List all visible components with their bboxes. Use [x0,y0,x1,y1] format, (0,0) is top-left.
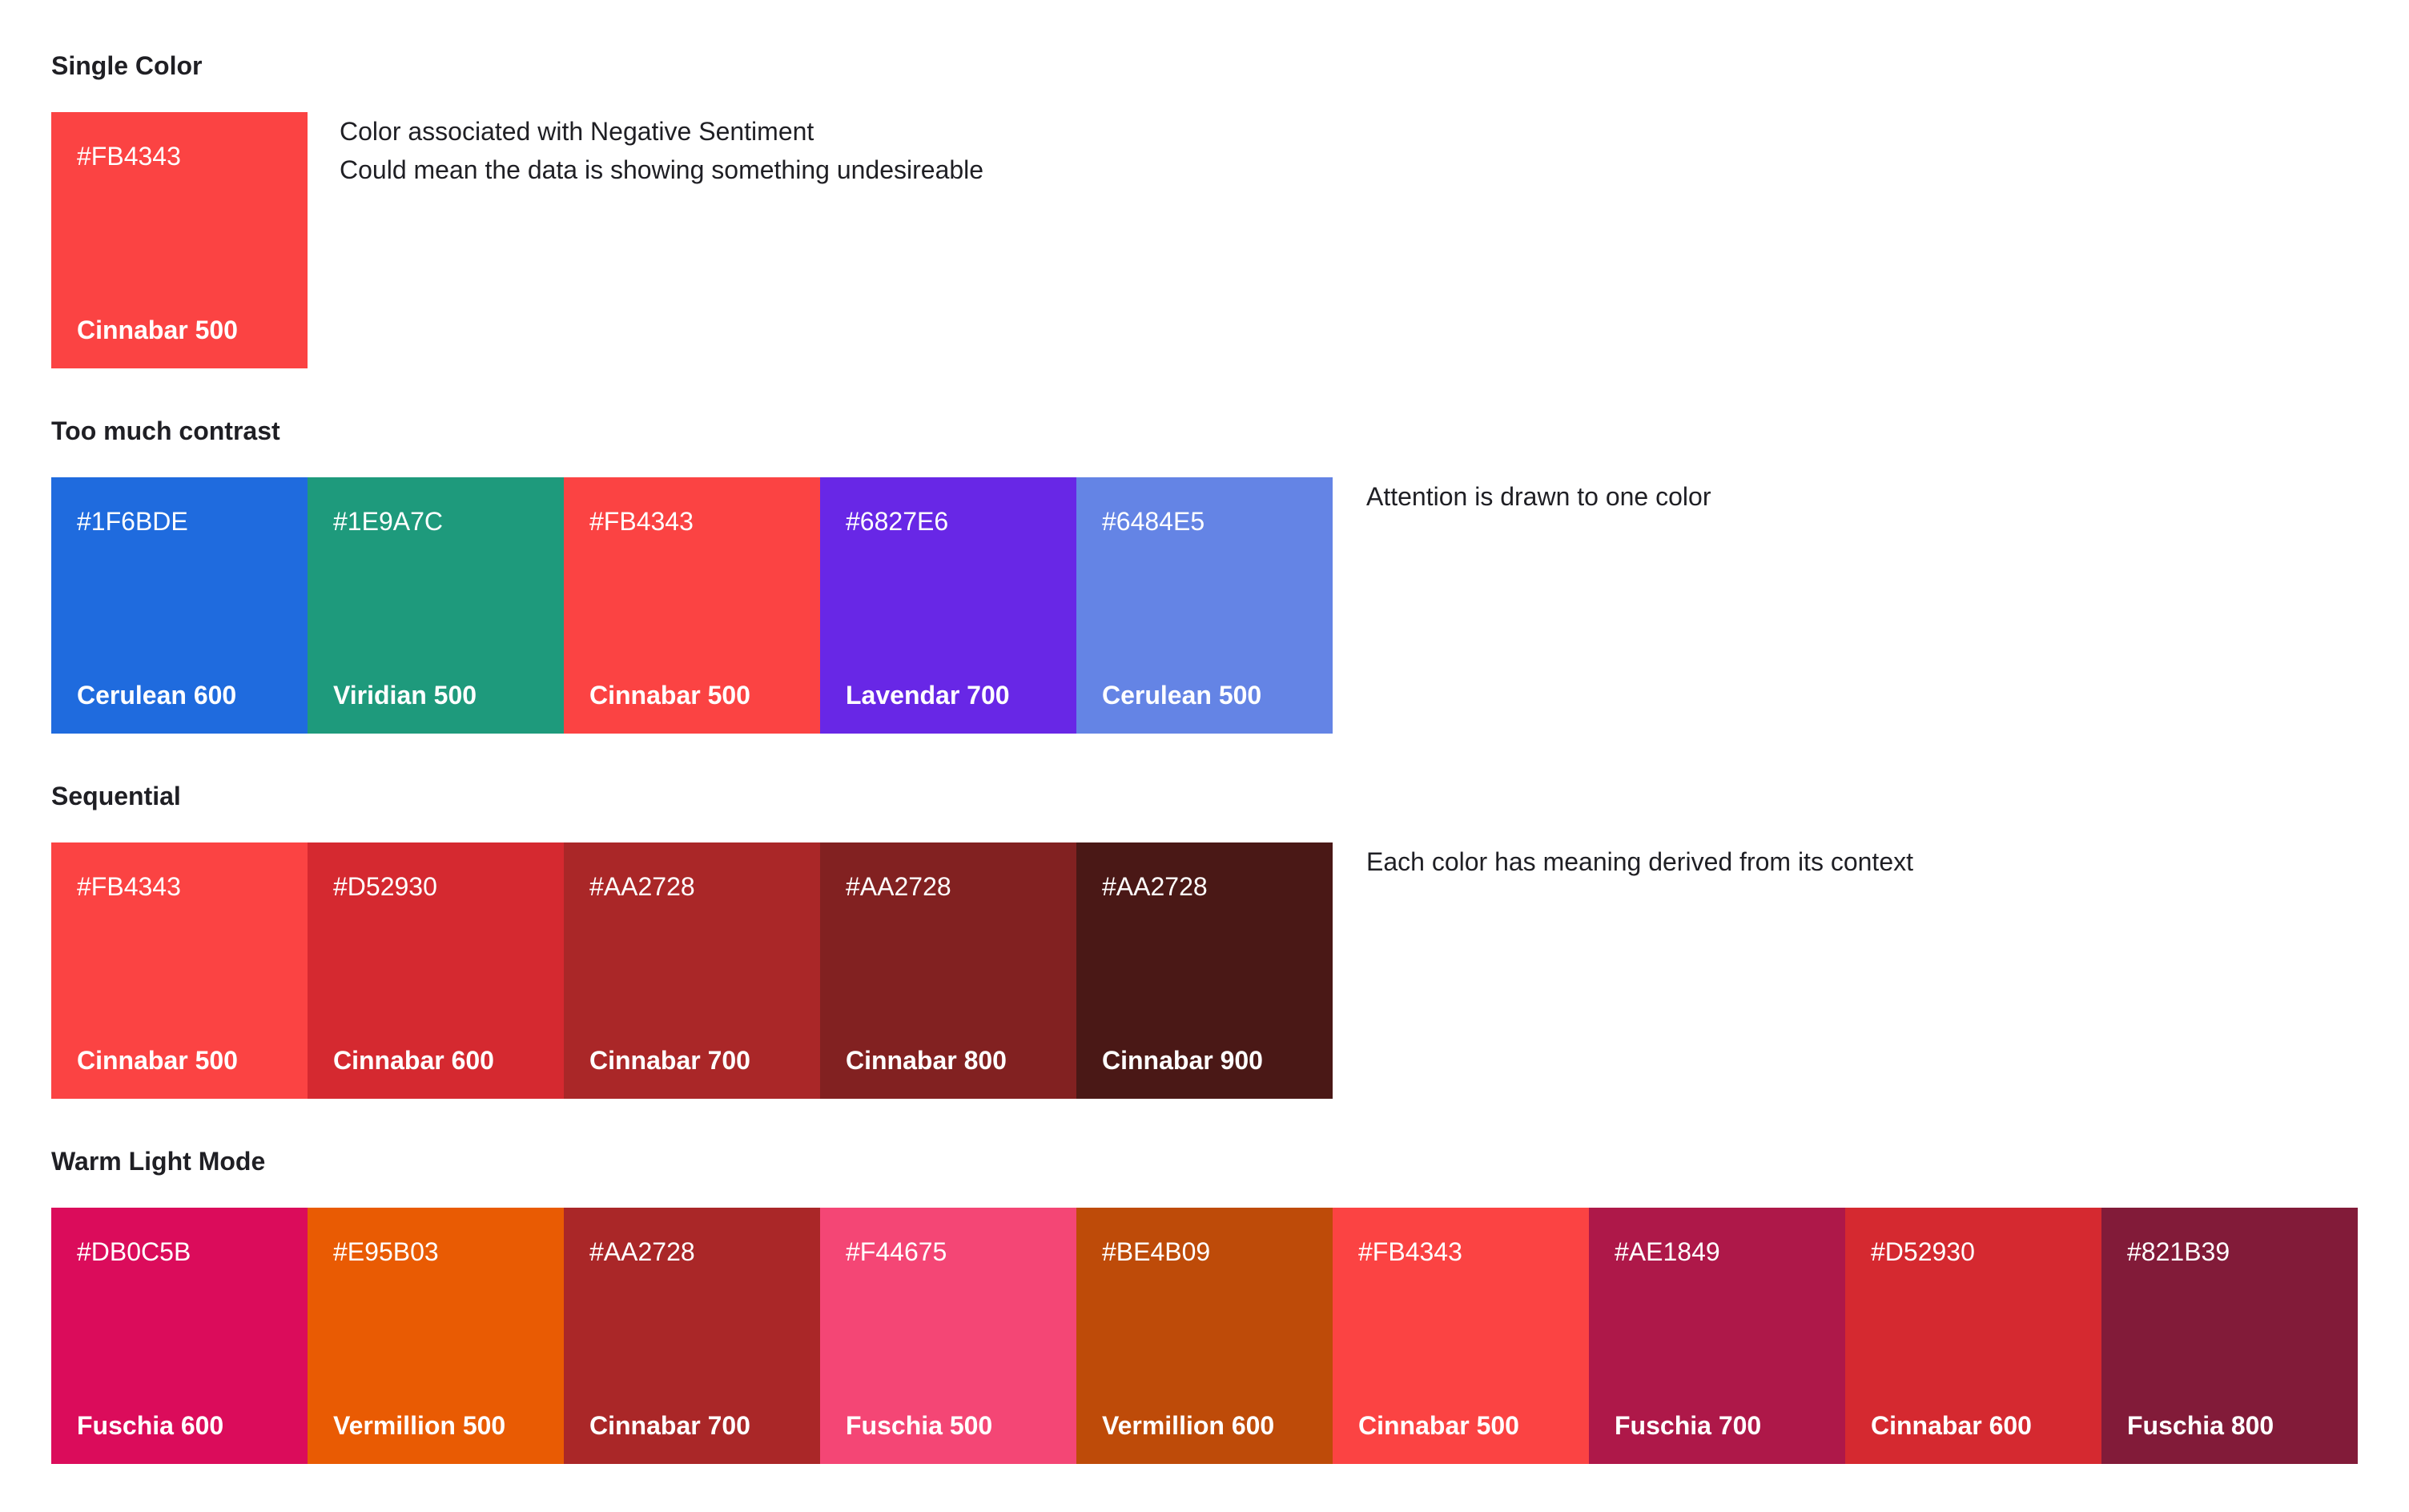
swatch-color-name: Vermillion 500 [333,1411,506,1440]
color-swatch: #6484E5 Cerulean 500 [1076,477,1333,734]
swatch-hex-code: #AA2728 [589,872,695,901]
color-swatch: #1E9A7C Viridian 500 [308,477,564,734]
color-swatch: #AA2728 Cinnabar 800 [820,842,1076,1099]
swatch-hex-code: #FB4343 [77,872,181,901]
color-swatch: #FB4343 Cinnabar 500 [1333,1208,1589,1464]
swatch-hex-code: #D52930 [333,872,437,901]
swatch-hex-code: #AA2728 [846,872,951,901]
swatch-row: #1F6BDE Cerulean 600 #1E9A7C Viridian 500 #F… [51,477,1333,734]
description-line: Each color has meaning derived from its … [1366,847,1913,876]
swatch-color-name: Cerulean 500 [1102,681,1262,710]
section-title: Warm Light Mode [51,1147,266,1176]
color-swatch: #821B39 Fuschia 800 [2101,1208,2358,1464]
color-swatch: #FB4343 Cinnabar 500 [564,477,820,734]
swatch-row: #FB4343 Cinnabar 500 [51,112,308,368]
swatch-hex-code: #F44675 [846,1237,947,1266]
swatch-color-name: Cinnabar 900 [1102,1046,1263,1075]
swatch-color-name: Cinnabar 800 [846,1046,1007,1075]
swatch-color-name: Cinnabar 700 [589,1046,750,1075]
swatch-color-name: Fuschia 700 [1615,1411,1762,1440]
swatch-row: #DB0C5B Fuschia 600 #E95B03 Vermillion 500 #… [51,1208,2358,1464]
section-description: Color associated with Negative Sentiment… [340,112,983,189]
color-swatch: #E95B03 Vermillion 500 [308,1208,564,1464]
swatch-hex-code: #AA2728 [589,1237,695,1266]
swatch-color-name: Cinnabar 500 [1358,1411,1519,1440]
swatch-hex-code: #BE4B09 [1102,1237,1211,1266]
swatch-row: #FB4343 Cinnabar 500 #D52930 Cinnabar 600 #A… [51,842,1333,1099]
color-swatch: #BE4B09 Vermillion 600 [1076,1208,1333,1464]
description-line: Could mean the data is showing something… [340,155,984,184]
swatch-color-name: Cinnabar 500 [589,681,750,710]
swatch-color-name: Cinnabar 500 [77,316,238,344]
swatch-color-name: Viridian 500 [333,681,477,710]
color-swatch: #AA2728 Cinnabar 900 [1076,842,1333,1099]
swatch-hex-code: #6484E5 [1102,507,1205,536]
swatch-hex-code: #D52930 [1871,1237,1975,1266]
swatch-hex-code: #DB0C5B [77,1237,191,1266]
color-swatch: #AA2728 Cinnabar 700 [564,842,820,1099]
swatch-hex-code: #6827E6 [846,507,949,536]
swatch-color-name: Fuschia 500 [846,1411,993,1440]
swatch-color-name: Lavendar 700 [846,681,1010,710]
swatch-color-name: Fuschia 600 [77,1411,224,1440]
swatch-color-name: Vermillion 600 [1102,1411,1275,1440]
swatch-hex-code: #1E9A7C [333,507,443,536]
description-line: Attention is drawn to one color [1366,482,1711,511]
swatch-hex-code: #FB4343 [589,507,694,536]
color-swatch: #FB4343 Cinnabar 500 [51,112,308,368]
swatch-color-name: Cerulean 600 [77,681,237,710]
color-swatch: #DB0C5B Fuschia 600 [51,1208,308,1464]
color-swatch: #1F6BDE Cerulean 600 [51,477,308,734]
section-title: Single Color [51,51,203,80]
color-swatch: #F44675 Fuschia 500 [820,1208,1076,1464]
swatch-hex-code: #FB4343 [1358,1237,1462,1266]
swatch-hex-code: #821B39 [2127,1237,2230,1266]
color-swatch: #AE1849 Fuschia 700 [1589,1208,1845,1464]
color-swatch: #FB4343 Cinnabar 500 [51,842,308,1099]
section-description: Each color has meaning derived from its … [1366,842,1913,881]
swatch-color-name: Cinnabar 700 [589,1411,750,1440]
color-swatch: #AA2728 Cinnabar 700 [564,1208,820,1464]
description-line: Color associated with Negative Sentiment [340,117,814,146]
color-swatch: #6827E6 Lavendar 700 [820,477,1076,734]
section-title: Sequential [51,782,181,810]
swatch-hex-code: #1F6BDE [77,507,188,536]
swatch-color-name: Fuschia 800 [2127,1411,2274,1440]
swatch-color-name: Cinnabar 500 [77,1046,238,1075]
swatch-color-name: Cinnabar 600 [333,1046,494,1075]
swatch-hex-code: #FB4343 [77,142,181,171]
section-title: Too much contrast [51,416,280,445]
swatch-hex-code: #AA2728 [1102,872,1208,901]
swatch-hex-code: #AE1849 [1615,1237,1720,1266]
swatch-hex-code: #E95B03 [333,1237,439,1266]
swatch-color-name: Cinnabar 600 [1871,1411,2032,1440]
section-description: Attention is drawn to one color [1366,477,1711,516]
color-swatch: #D52930 Cinnabar 600 [1845,1208,2101,1464]
color-swatch: #D52930 Cinnabar 600 [308,842,564,1099]
